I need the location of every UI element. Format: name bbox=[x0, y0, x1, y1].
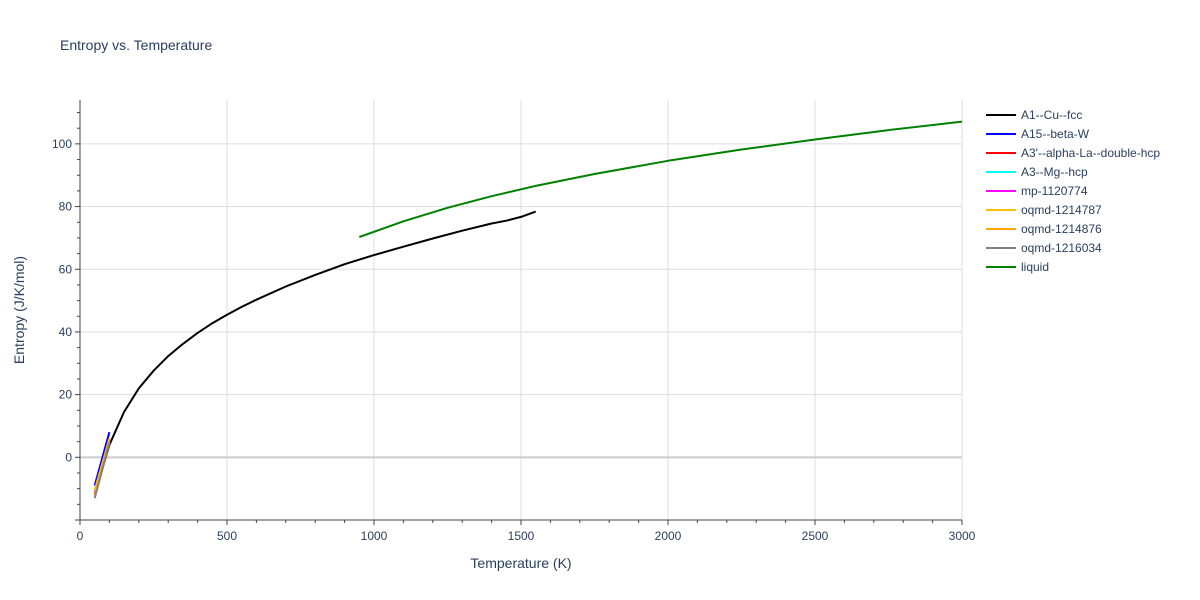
legend-item[interactable]: A1--Cu--fcc bbox=[986, 108, 1082, 122]
legend-label: oqmd-1214787 bbox=[1021, 203, 1102, 217]
y-tick-label: 0 bbox=[65, 450, 72, 464]
legend-label: A3--Mg--hcp bbox=[1021, 165, 1088, 179]
series-line-1 bbox=[93, 431, 111, 486]
y-axis-title: Entropy (J/K/mol) bbox=[11, 256, 27, 364]
x-tick-label: 1000 bbox=[361, 529, 388, 543]
legend-item[interactable]: A3--Mg--hcp bbox=[986, 165, 1088, 179]
legend-label: oqmd-1216034 bbox=[1021, 241, 1102, 255]
series-line-0 bbox=[93, 210, 537, 496]
y-tick-label: 20 bbox=[59, 388, 73, 402]
axes: 0 500 1000 1500 2000 2500 3000 0 20 40 60 80 100 bbox=[52, 100, 976, 543]
x-tick-label: 2500 bbox=[802, 529, 829, 543]
legend-item[interactable]: oqmd-1214876 bbox=[986, 222, 1102, 236]
y-tick-label: 40 bbox=[59, 325, 73, 339]
legend-label: mp-1120774 bbox=[1021, 184, 1088, 198]
y-tick-label: 60 bbox=[59, 262, 73, 276]
legend-label: liquid bbox=[1021, 260, 1049, 274]
legend-label: A1--Cu--fcc bbox=[1021, 108, 1082, 122]
legend-item[interactable]: oqmd-1214787 bbox=[986, 203, 1102, 217]
legend-label: oqmd-1214876 bbox=[1021, 222, 1102, 236]
series-line-7 bbox=[93, 442, 111, 499]
series-line-8 bbox=[358, 120, 963, 238]
legend-label: A15--beta-W bbox=[1021, 127, 1090, 141]
legend-item[interactable]: oqmd-1216034 bbox=[986, 241, 1102, 255]
x-axis-title: Temperature (K) bbox=[470, 555, 571, 571]
legend-label: A3'--alpha-La--double-hcp bbox=[1021, 146, 1160, 160]
chart-title: Entropy vs. Temperature bbox=[60, 37, 212, 53]
grid bbox=[80, 100, 963, 520]
y-tick-label: 100 bbox=[52, 137, 72, 151]
x-tick-label: 500 bbox=[217, 529, 237, 543]
x-tick-label: 0 bbox=[77, 529, 84, 543]
legend-item[interactable]: A15--beta-W bbox=[986, 127, 1090, 141]
y-tick-label: 80 bbox=[59, 200, 73, 214]
x-tick-label: 3000 bbox=[949, 529, 976, 543]
x-tick-label: 1500 bbox=[508, 529, 535, 543]
legend-item[interactable]: mp-1120774 bbox=[986, 184, 1088, 198]
x-tick-label: 2000 bbox=[655, 529, 682, 543]
legend[interactable]: A1--Cu--fcc A15--beta-W A3'--alpha-La--dou… bbox=[986, 108, 1160, 274]
legend-item[interactable]: A3'--alpha-La--double-hcp bbox=[986, 146, 1160, 160]
legend-item[interactable]: liquid bbox=[986, 260, 1049, 274]
plot-area bbox=[93, 120, 963, 499]
